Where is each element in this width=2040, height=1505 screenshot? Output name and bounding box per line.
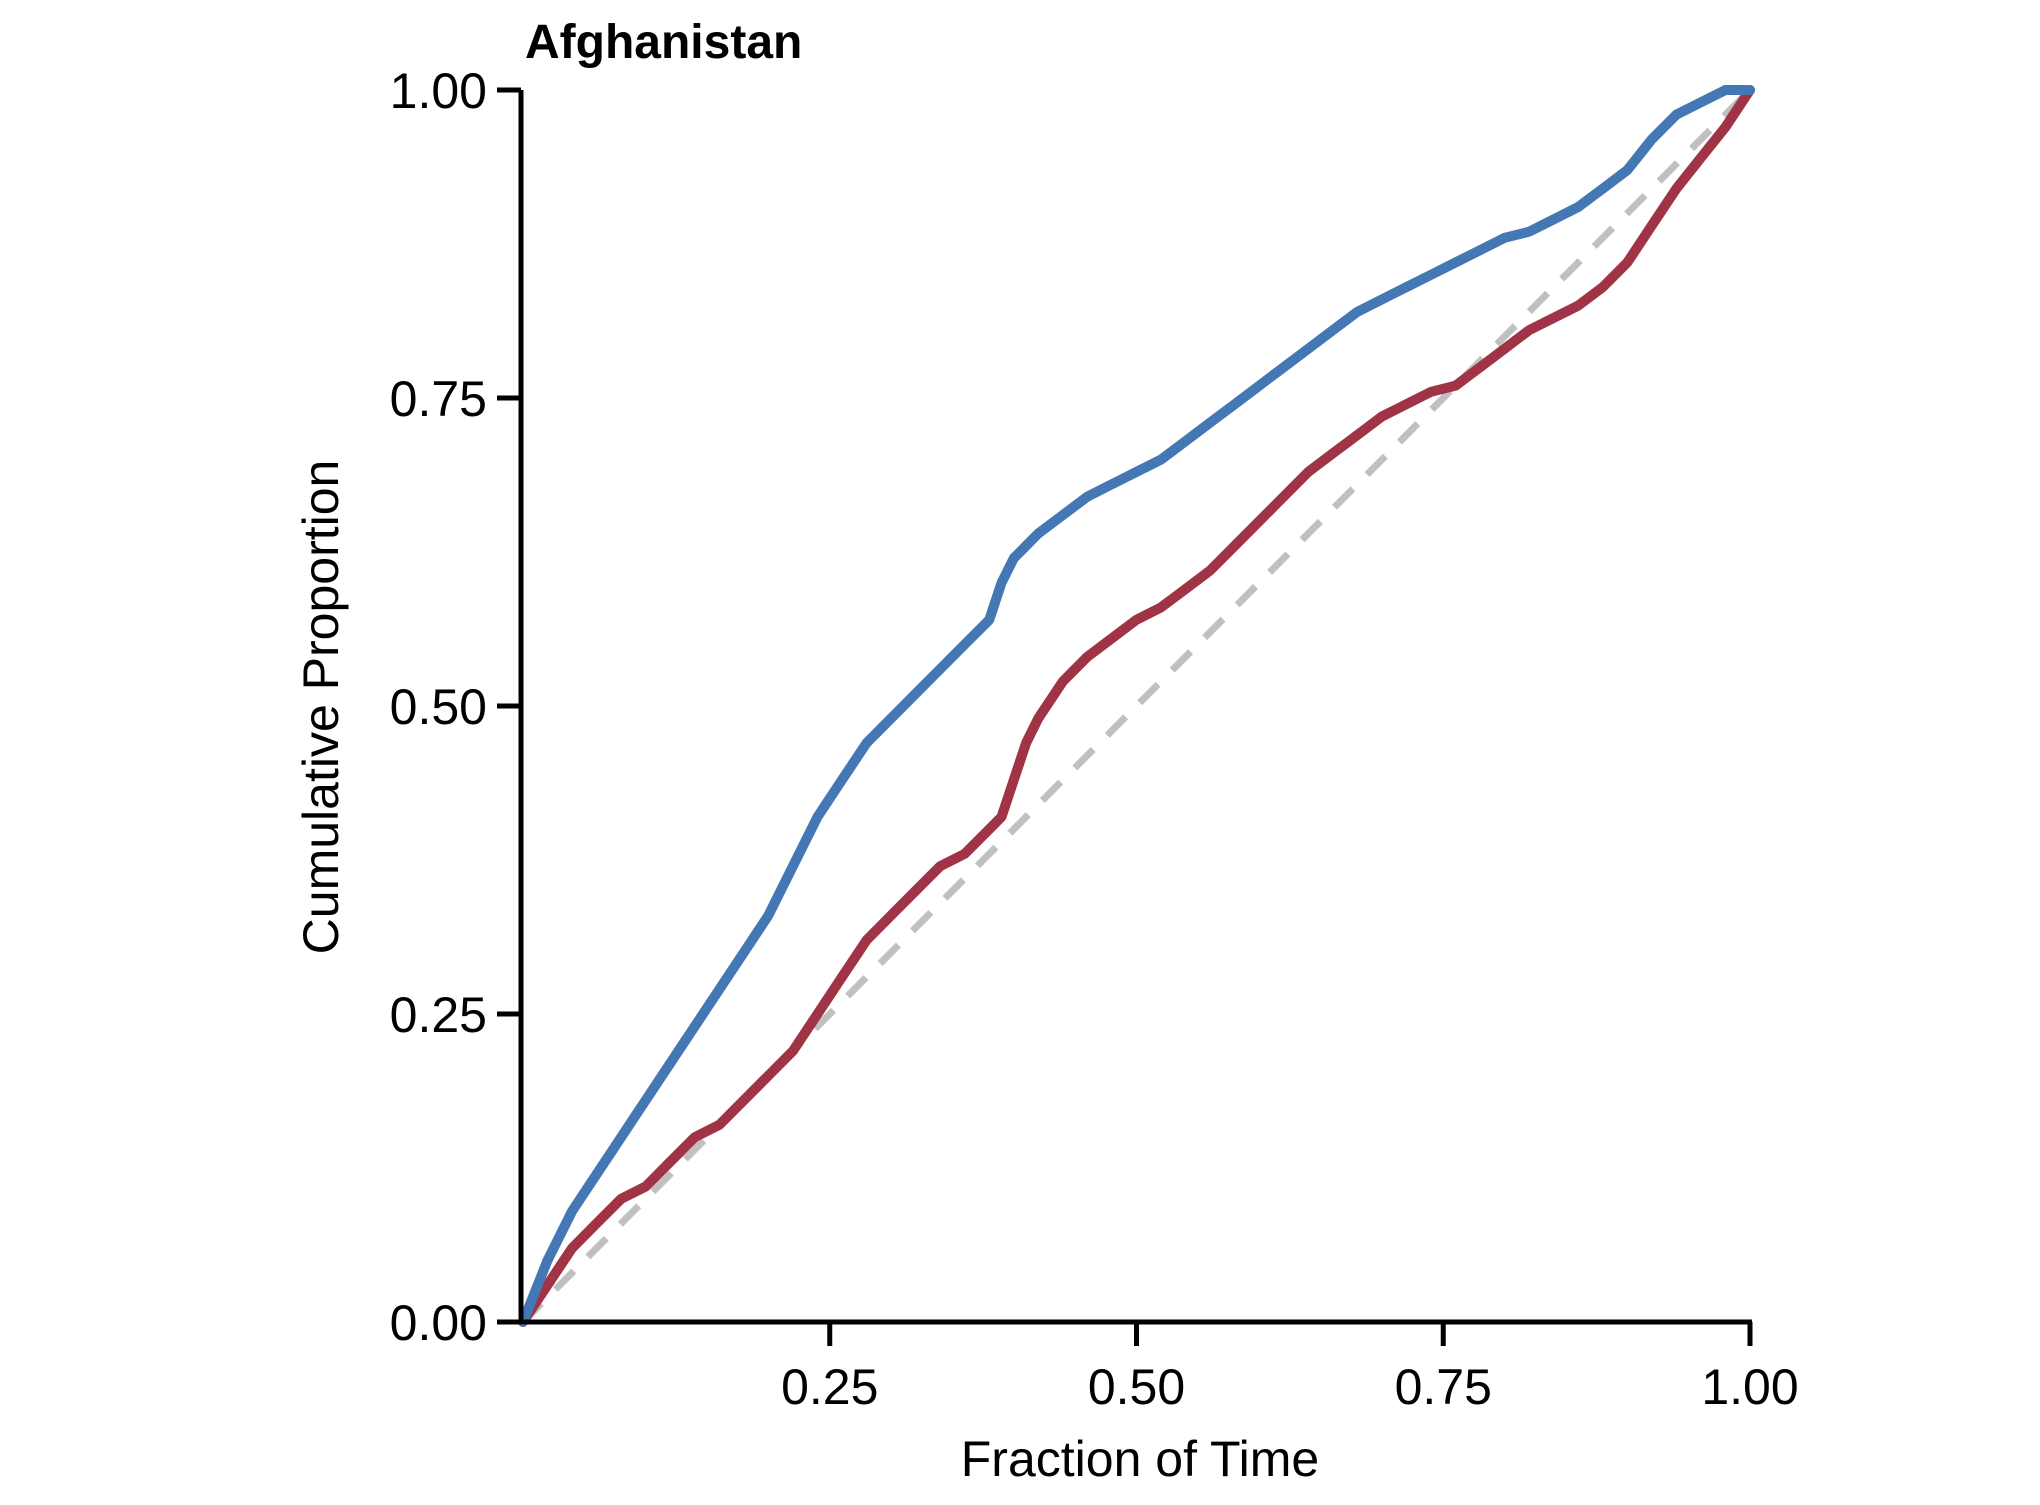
- chart-title: Afghanistan: [525, 16, 802, 69]
- y-tick-label: 0.00: [390, 1295, 487, 1351]
- series-line-red: [518, 85, 1755, 1327]
- y-tick-label: 0.50: [390, 679, 487, 735]
- x-tick-label: 0.25: [781, 1359, 878, 1415]
- series-line-reference: [520, 87, 1753, 1325]
- x-axis-label: Fraction of Time: [961, 1431, 1319, 1487]
- series-line-blue: [518, 85, 1755, 1327]
- x-tick-label: 0.75: [1395, 1359, 1492, 1415]
- axes-layer: 0.00 0.25 0.50 0.75 1.00 0.25 0.50 0.75 1.00: [390, 63, 1799, 1415]
- x-tick-label: 0.50: [1088, 1359, 1185, 1415]
- y-tick-label: 1.00: [390, 63, 487, 119]
- x-tick-label: 1.00: [1701, 1359, 1798, 1415]
- y-tick-label: 0.75: [390, 371, 487, 427]
- labels-layer: Afghanistan Fraction of Time Cumulative …: [293, 16, 1319, 1487]
- y-axis-label: Cumulative Proportion: [293, 460, 349, 955]
- series-layer: [518, 85, 1755, 1327]
- y-tick-label: 0.25: [390, 987, 487, 1043]
